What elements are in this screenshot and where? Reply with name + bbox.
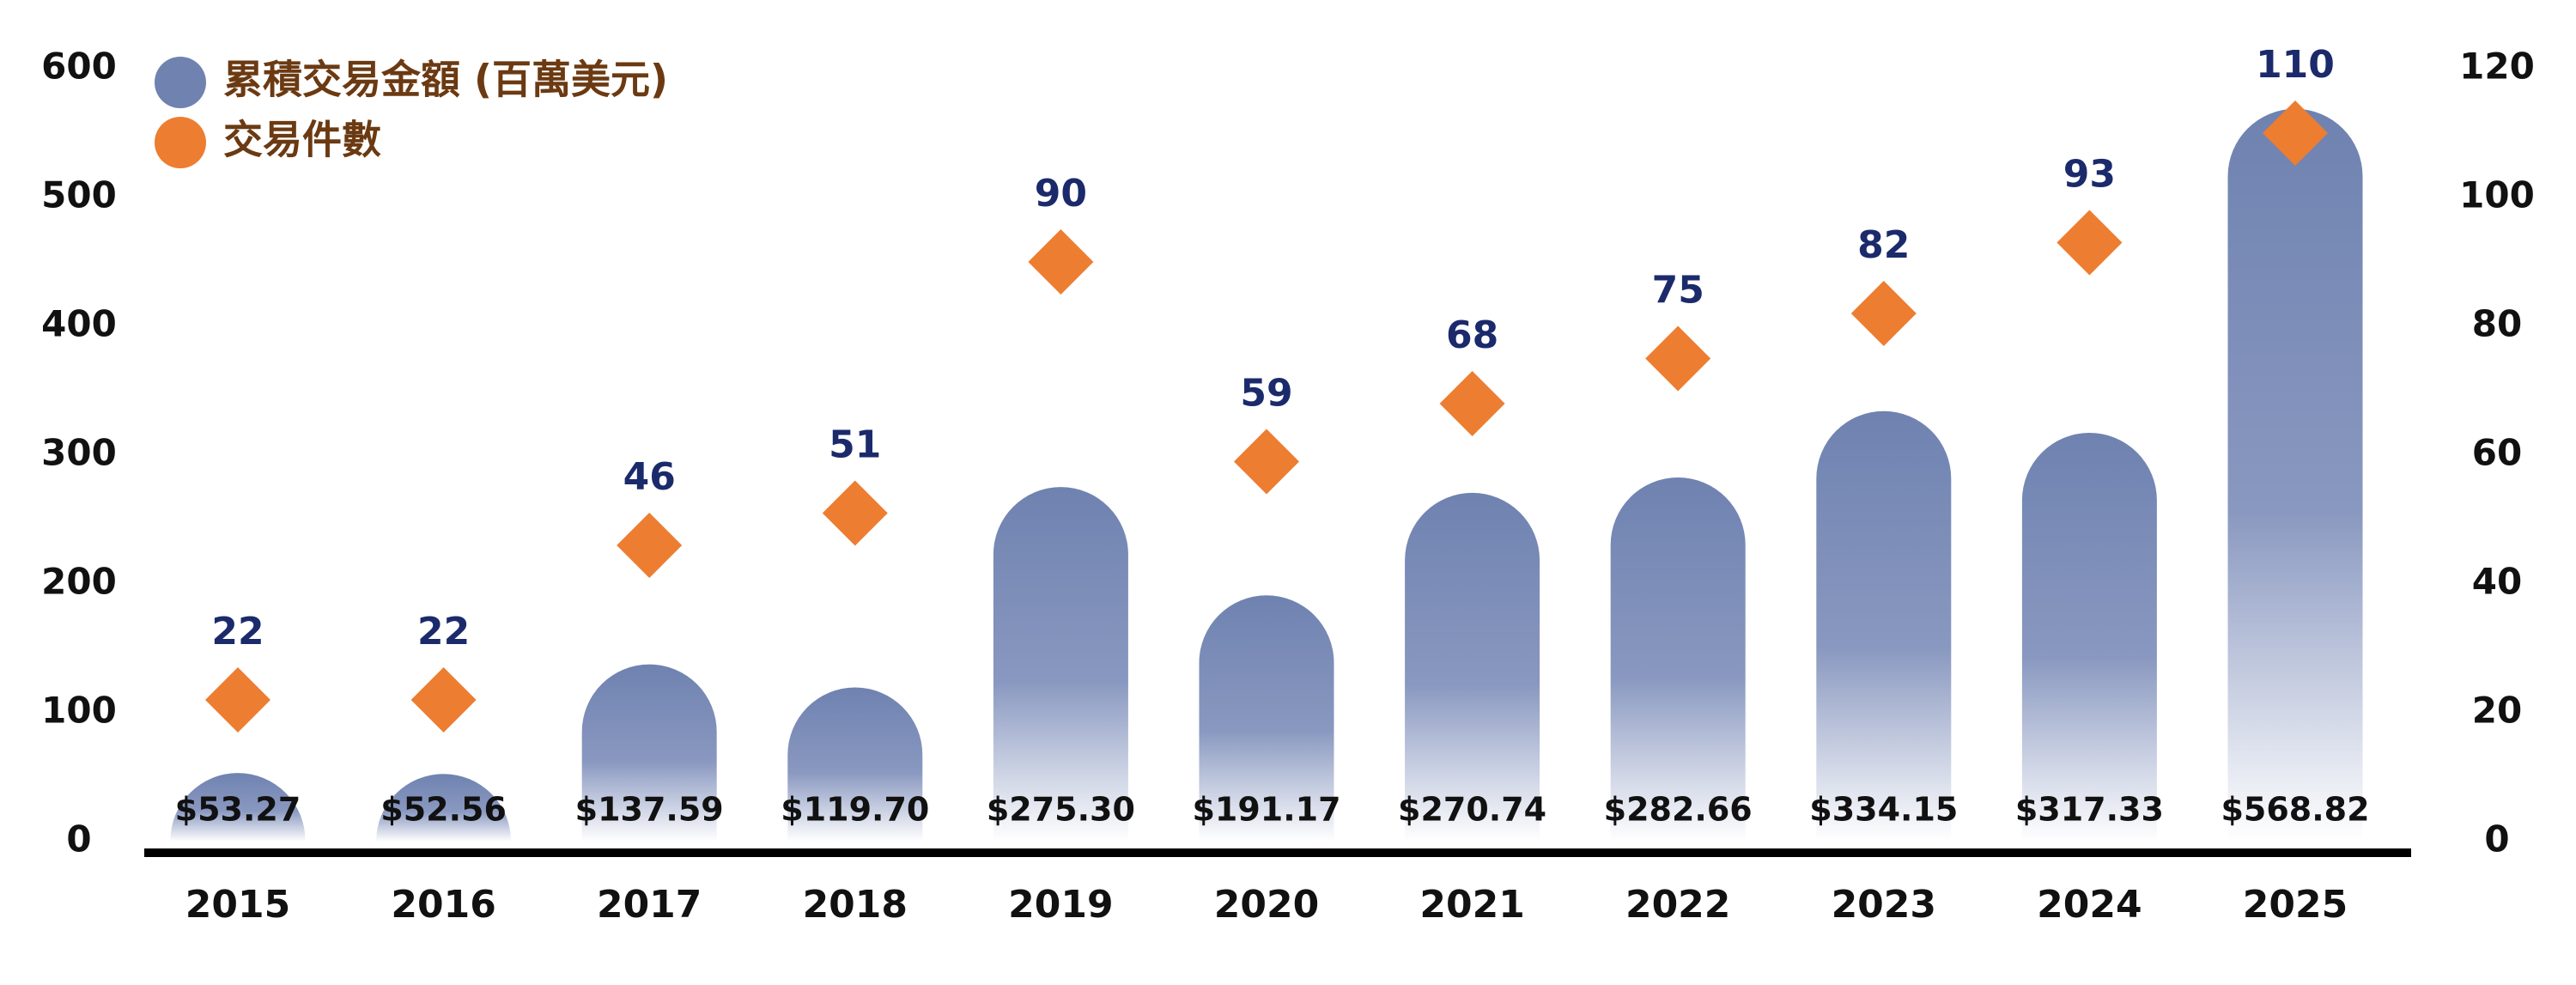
x-tick-label: 2023 bbox=[1832, 883, 1936, 927]
count-label: 82 bbox=[1857, 223, 1910, 267]
count-label: 90 bbox=[1035, 172, 1087, 216]
y2-tick-label: 20 bbox=[2472, 690, 2522, 732]
bar-value-label: $270.74 bbox=[1398, 791, 1546, 829]
count-label: 59 bbox=[1240, 372, 1292, 416]
bar-value-label: $317.33 bbox=[2015, 791, 2164, 829]
x-tick-label: 2019 bbox=[1008, 883, 1113, 927]
diamond-marker bbox=[617, 513, 683, 578]
diamond-marker bbox=[822, 480, 888, 546]
bar-value-label: $282.66 bbox=[1604, 791, 1753, 829]
x-tick-label: 2022 bbox=[1625, 883, 1730, 927]
bar bbox=[1816, 410, 1952, 842]
y-tick-label: 400 bbox=[41, 303, 117, 345]
bar bbox=[2021, 433, 2157, 842]
bar-value-label: $53.27 bbox=[175, 791, 301, 829]
x-tick-label: 2015 bbox=[185, 883, 290, 927]
y-tick-label: 200 bbox=[41, 561, 117, 603]
y-tick-label: 500 bbox=[41, 174, 117, 216]
y2-tick-label: 80 bbox=[2472, 303, 2522, 345]
y2-tick-label: 120 bbox=[2459, 46, 2535, 88]
bar bbox=[1610, 477, 1746, 842]
bar-value-label: $137.59 bbox=[575, 791, 724, 829]
bar bbox=[170, 773, 306, 842]
x-tick-label: 2025 bbox=[2243, 883, 2348, 927]
x-tick-label: 2021 bbox=[1419, 883, 1524, 927]
count-label: 22 bbox=[417, 610, 470, 654]
x-tick-label: 2020 bbox=[1214, 883, 1319, 927]
x-tick-label: 2018 bbox=[803, 883, 908, 927]
x-tick-label: 2017 bbox=[597, 883, 702, 927]
count-label: 110 bbox=[2256, 43, 2335, 87]
y-tick-label: 600 bbox=[41, 46, 117, 88]
legend-label: 交易件數 bbox=[223, 117, 381, 163]
diamond-marker bbox=[1850, 281, 1917, 346]
y-tick-label: 100 bbox=[41, 690, 117, 732]
x-tick-label: 2024 bbox=[2037, 883, 2142, 927]
bar-value-label: $334.15 bbox=[1809, 791, 1958, 829]
diamond-marker bbox=[1234, 429, 1299, 495]
bar-value-label: $568.82 bbox=[2221, 791, 2369, 829]
diamond-marker bbox=[1645, 325, 1711, 392]
bar bbox=[787, 687, 923, 842]
bar bbox=[376, 774, 512, 842]
y2-tick-label: 40 bbox=[2472, 561, 2522, 603]
legend-swatch bbox=[155, 117, 206, 168]
count-label: 93 bbox=[2063, 153, 2116, 197]
bar bbox=[993, 487, 1128, 842]
bar-value-label: $119.70 bbox=[781, 791, 929, 829]
legend-swatch bbox=[155, 57, 206, 108]
x-tick-label: 2016 bbox=[391, 883, 495, 927]
bar-value-label: $191.17 bbox=[1192, 791, 1340, 829]
diamond-marker bbox=[1028, 229, 1094, 295]
bar bbox=[1405, 492, 1540, 842]
diamond-marker bbox=[1439, 371, 1505, 436]
bar-value-label: $275.30 bbox=[987, 791, 1135, 829]
diamond-marker bbox=[2057, 210, 2123, 276]
bar bbox=[1199, 595, 1334, 842]
count-label: 75 bbox=[1652, 269, 1704, 313]
y2-tick-label: 100 bbox=[2459, 174, 2535, 216]
count-label: 51 bbox=[829, 423, 881, 467]
bar bbox=[581, 664, 717, 842]
count-label: 46 bbox=[623, 455, 676, 499]
y2-tick-label: 60 bbox=[2472, 432, 2522, 474]
y-tick-label: 300 bbox=[41, 432, 117, 474]
y-tick-label: 0 bbox=[66, 818, 91, 860]
diamond-marker bbox=[2263, 100, 2328, 166]
y2-tick-label: 0 bbox=[2484, 818, 2509, 860]
legend-label: 累積交易金額 (百萬美元) bbox=[223, 57, 668, 103]
count-label: 68 bbox=[1446, 313, 1498, 357]
bar-value-label: $52.56 bbox=[380, 791, 507, 829]
diamond-marker bbox=[410, 667, 477, 733]
diamond-marker bbox=[205, 667, 270, 733]
count-label: 22 bbox=[211, 610, 264, 654]
bar bbox=[2227, 108, 2363, 842]
